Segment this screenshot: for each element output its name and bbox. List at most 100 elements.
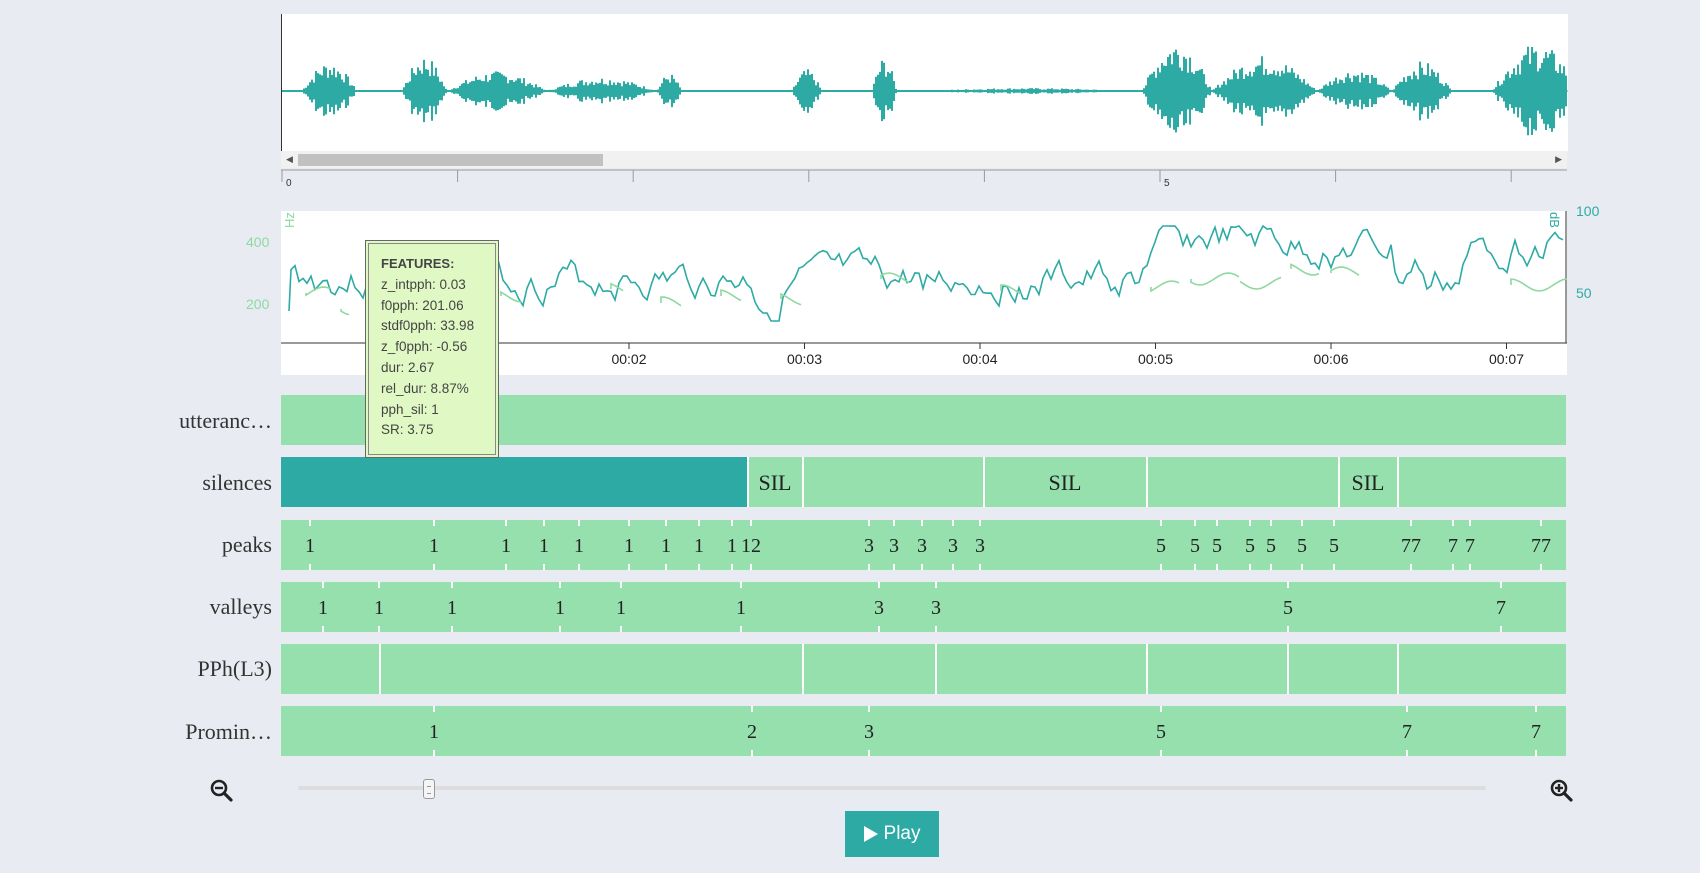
play-button[interactable]: Play — [845, 811, 939, 857]
waveform-scrollbar[interactable]: ◀ ▶ — [281, 151, 1567, 168]
time-tick-label: 00:02 — [611, 351, 646, 367]
tier-mark-label: 3 — [864, 535, 874, 557]
tier-mark-label: 77 — [1531, 535, 1551, 557]
features-tooltip: FEATURES: z_intpph: 0.03 f0pph: 201.06 s… — [368, 243, 496, 455]
timeline-tick-label: 5 — [1164, 178, 1170, 188]
tooltip-line: pph_sil: 1 — [381, 401, 439, 417]
tier-mark-label: 3 — [948, 535, 958, 557]
time-tick-label: 00:07 — [1489, 351, 1524, 367]
tier-silences[interactable]: SIL SIL SIL — [281, 457, 1566, 507]
hz-axis-label: Hz — [282, 212, 297, 228]
tier-mark-label: 5 — [1212, 535, 1222, 557]
tier-mark-label: 1 — [374, 597, 384, 619]
tier-mark-label: 1 — [624, 535, 634, 557]
tier-mark-label: 5 — [1283, 597, 1293, 619]
f0-segment — [660, 296, 682, 307]
timeline-tick-label: 0 — [286, 178, 292, 188]
tier-mark-label: 1 — [539, 535, 549, 557]
play-icon — [863, 826, 878, 842]
tier-mark-label: 7 — [1448, 535, 1458, 557]
tier-mark-label: 12 — [741, 535, 761, 557]
tooltip-line: dur: 2.67 — [381, 359, 435, 375]
f0-segment — [1190, 272, 1240, 286]
zoom-slider-track[interactable] — [298, 786, 1486, 790]
f0-segment — [610, 282, 624, 292]
f0-segment — [340, 309, 350, 316]
time-tick-label: 00:05 — [1138, 351, 1173, 367]
silence-label: SIL — [1352, 470, 1385, 495]
tier-label-valleys: valleys — [209, 594, 272, 619]
tier-mark-label: 7 — [1496, 597, 1506, 619]
tier-mark-label: 3 — [874, 597, 884, 619]
tooltip-line: rel_dur: 8.87% — [381, 380, 469, 396]
waveform-plot — [282, 46, 1568, 136]
tier-mark-label: 1 — [318, 597, 328, 619]
tier-label-utterance: utteranc… — [179, 408, 272, 433]
tier-mark-label: 1 — [694, 535, 704, 557]
tooltip-line: stdf0pph: 33.98 — [381, 318, 475, 334]
zoom-in-icon[interactable] — [1550, 779, 1574, 808]
time-tick-label: 00:03 — [787, 351, 822, 367]
f0-segment — [1330, 266, 1360, 276]
tier-mark-label: 1 — [501, 535, 511, 557]
tier-label-silences: silences — [202, 470, 272, 495]
tier-mark-label: 5 — [1156, 721, 1166, 743]
f0-segment — [1290, 263, 1320, 276]
tooltip-line: z_intpph: 0.03 — [381, 276, 466, 292]
tier-mark-label: 77 — [1401, 535, 1421, 557]
tier-pph[interactable] — [281, 644, 1566, 694]
f0-segment — [1000, 284, 1022, 295]
f0-segment — [880, 272, 910, 284]
tier-mark-label: 5 — [1329, 535, 1339, 557]
tier-mark-label: 1 — [616, 597, 626, 619]
time-tick-label: 00:06 — [1313, 351, 1348, 367]
tier-mark-label: 1 — [661, 535, 671, 557]
hz-tick: 400 — [246, 234, 270, 250]
zoom-slider-handle[interactable] — [423, 779, 435, 799]
tier-mark-label: 5 — [1156, 535, 1166, 557]
tooltip-line: SR: 3.75 — [381, 422, 434, 438]
db-axis-label: dB — [1547, 212, 1562, 228]
scroll-left-arrow-icon[interactable]: ◀ — [286, 154, 293, 164]
tier-mark-label: 3 — [931, 597, 941, 619]
scroll-right-arrow-icon[interactable]: ▶ — [1555, 154, 1562, 164]
tier-mark-label: 2 — [747, 721, 757, 743]
tier-mark-label: 1 — [736, 597, 746, 619]
tier-mark-label: 1 — [429, 721, 439, 743]
tier-mark-label: 1 — [429, 535, 439, 557]
tooltip-line: f0pph: 201.06 — [381, 297, 464, 313]
tier-mark-label: 1 — [305, 535, 315, 557]
f0-segment — [500, 290, 522, 303]
tooltip-line: z_f0pph: -0.56 — [381, 339, 468, 355]
tier-mark-label: 5 — [1297, 535, 1307, 557]
tier-valleys[interactable]: 1 1 1 1 1 1 3 3 5 7 — [281, 582, 1566, 632]
db-tick: 100 — [1576, 203, 1600, 219]
pitch-intensity-plot: 00:02 00:03 00:04 00:05 00:06 00:07 — [281, 210, 1670, 367]
tier-mark-label: 5 — [1190, 535, 1200, 557]
tier-mark-label: 7 — [1402, 721, 1412, 743]
scrollbar-thumb[interactable] — [298, 154, 603, 166]
f0-segment — [1510, 278, 1620, 292]
tier-mark-label: 5 — [1245, 535, 1255, 557]
tier-prominence[interactable]: 1 2 3 5 7 7 — [281, 706, 1566, 756]
waveform-panel[interactable] — [281, 14, 1568, 151]
time-tick-label: 00:04 — [962, 351, 997, 367]
zoom-out-icon[interactable] — [210, 779, 234, 808]
tier-mark-label: 1 — [727, 535, 737, 557]
tier-peaks[interactable]: 1 1 1 1 1 1 1 1 1 12 3 3 3 3 3 5 5 5 5 5 5 5 77 7 7 77 — [281, 520, 1566, 570]
tooltip-title: FEATURES: — [381, 256, 455, 271]
silence-label: SIL — [1049, 470, 1082, 495]
f0-segment — [720, 289, 742, 302]
f0-segment — [1240, 276, 1282, 290]
tier-mark-label: 3 — [975, 535, 985, 557]
tier-label-pph: PPh(L3) — [197, 656, 272, 681]
tier-mark-label: 1 — [447, 597, 457, 619]
silence-label: SIL — [759, 470, 792, 495]
hz-tick: 200 — [246, 296, 270, 312]
selected-interval — [281, 457, 747, 507]
tier-mark-label: 1 — [574, 535, 584, 557]
tier-mark-label: 3 — [889, 535, 899, 557]
tier-mark-label: 1 — [555, 597, 565, 619]
tier-mark-label: 3 — [864, 721, 874, 743]
